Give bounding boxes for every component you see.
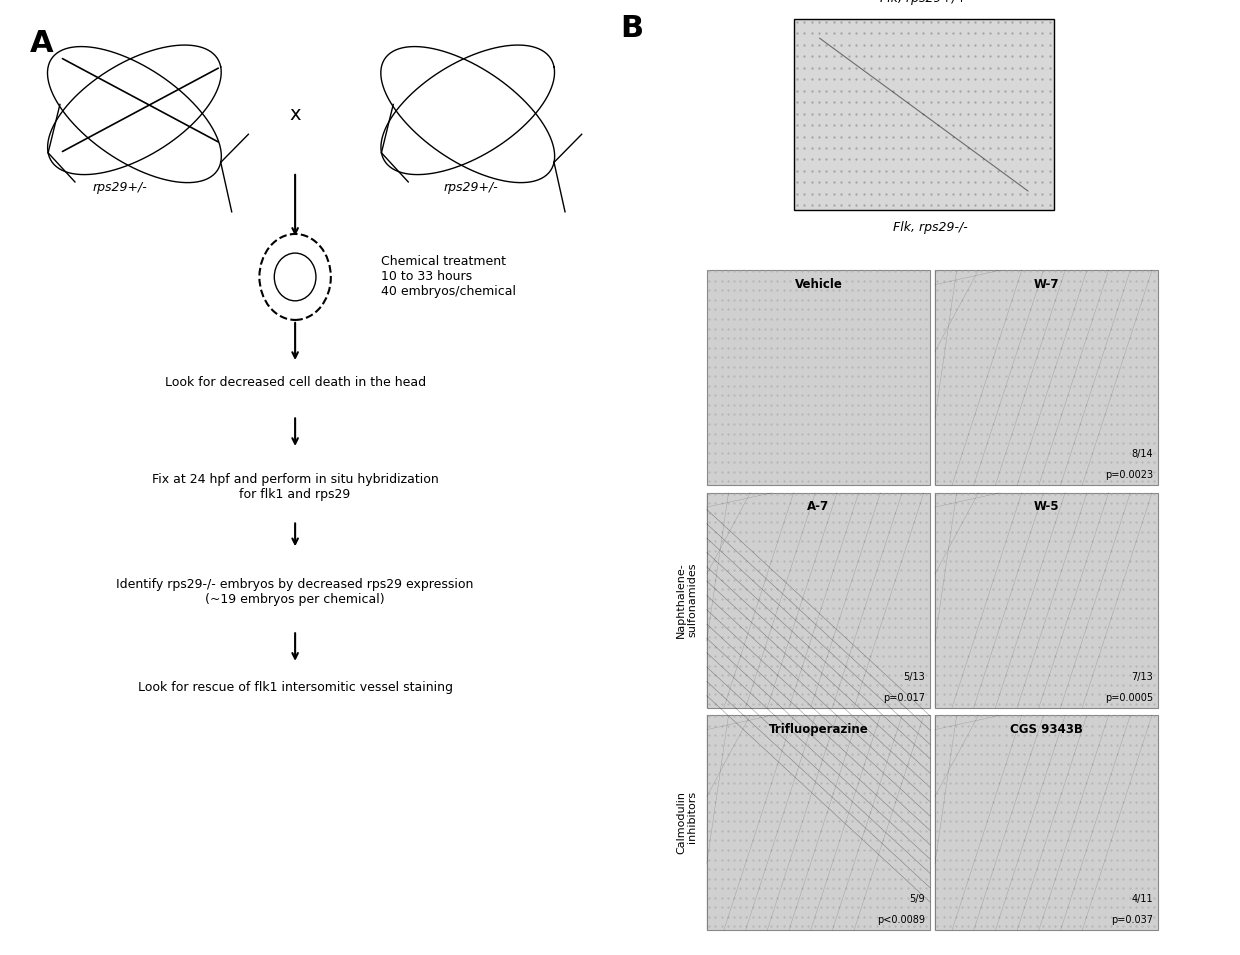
Text: 8/14: 8/14 (1132, 450, 1153, 459)
Text: 5/13: 5/13 (903, 672, 925, 682)
Text: B: B (620, 14, 644, 43)
FancyBboxPatch shape (707, 270, 930, 485)
Text: 4/11: 4/11 (1132, 895, 1153, 904)
Text: x: x (289, 105, 301, 124)
Text: Vehicle: Vehicle (795, 278, 842, 291)
FancyBboxPatch shape (935, 270, 1158, 485)
Text: A-7: A-7 (807, 500, 830, 514)
Text: W-5: W-5 (1034, 500, 1059, 514)
Text: CGS 9343B: CGS 9343B (1011, 723, 1083, 736)
Text: 7/13: 7/13 (1131, 672, 1153, 682)
Text: p=0.017: p=0.017 (883, 693, 925, 703)
Text: 5/9: 5/9 (909, 895, 925, 904)
FancyBboxPatch shape (707, 493, 930, 708)
Text: p<0.0089: p<0.0089 (877, 916, 925, 925)
Text: Chemical treatment
10 to 33 hours
40 embryos/chemical: Chemical treatment 10 to 33 hours 40 emb… (382, 255, 516, 299)
FancyBboxPatch shape (935, 715, 1158, 930)
Text: W-7: W-7 (1034, 278, 1059, 291)
Text: Look for decreased cell death in the head: Look for decreased cell death in the hea… (165, 375, 425, 389)
Text: p=0.037: p=0.037 (1111, 916, 1153, 925)
Text: Trifluoperazine: Trifluoperazine (769, 723, 868, 736)
Text: p=0.0005: p=0.0005 (1105, 693, 1153, 703)
Text: p=0.0023: p=0.0023 (1105, 471, 1153, 480)
FancyBboxPatch shape (935, 493, 1158, 708)
Text: rps29+/-: rps29+/- (444, 181, 498, 194)
FancyBboxPatch shape (794, 19, 1054, 210)
Text: Look for rescue of flk1 intersomitic vessel staining: Look for rescue of flk1 intersomitic ves… (138, 681, 453, 694)
Text: rps29+/-: rps29+/- (92, 181, 146, 194)
FancyBboxPatch shape (707, 715, 930, 930)
Text: Fix at 24 hpf and perform in situ hybridization
for flk1 and rps29: Fix at 24 hpf and perform in situ hybrid… (151, 473, 439, 501)
Text: Identify rps29-/- embryos by decreased rps29 expression
(~19 embryos per chemica: Identify rps29-/- embryos by decreased r… (117, 578, 474, 606)
Text: Flk, rps29-/-: Flk, rps29-/- (893, 221, 967, 234)
Text: Naphthalene-
sulfonamides: Naphthalene- sulfonamides (676, 562, 697, 638)
Text: Flk, rps29+/+: Flk, rps29+/+ (880, 0, 967, 5)
Text: Calmodulin
inhibitors: Calmodulin inhibitors (676, 792, 697, 854)
Text: A: A (30, 29, 53, 57)
